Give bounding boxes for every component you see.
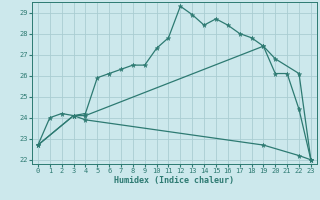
X-axis label: Humidex (Indice chaleur): Humidex (Indice chaleur) bbox=[115, 176, 234, 185]
